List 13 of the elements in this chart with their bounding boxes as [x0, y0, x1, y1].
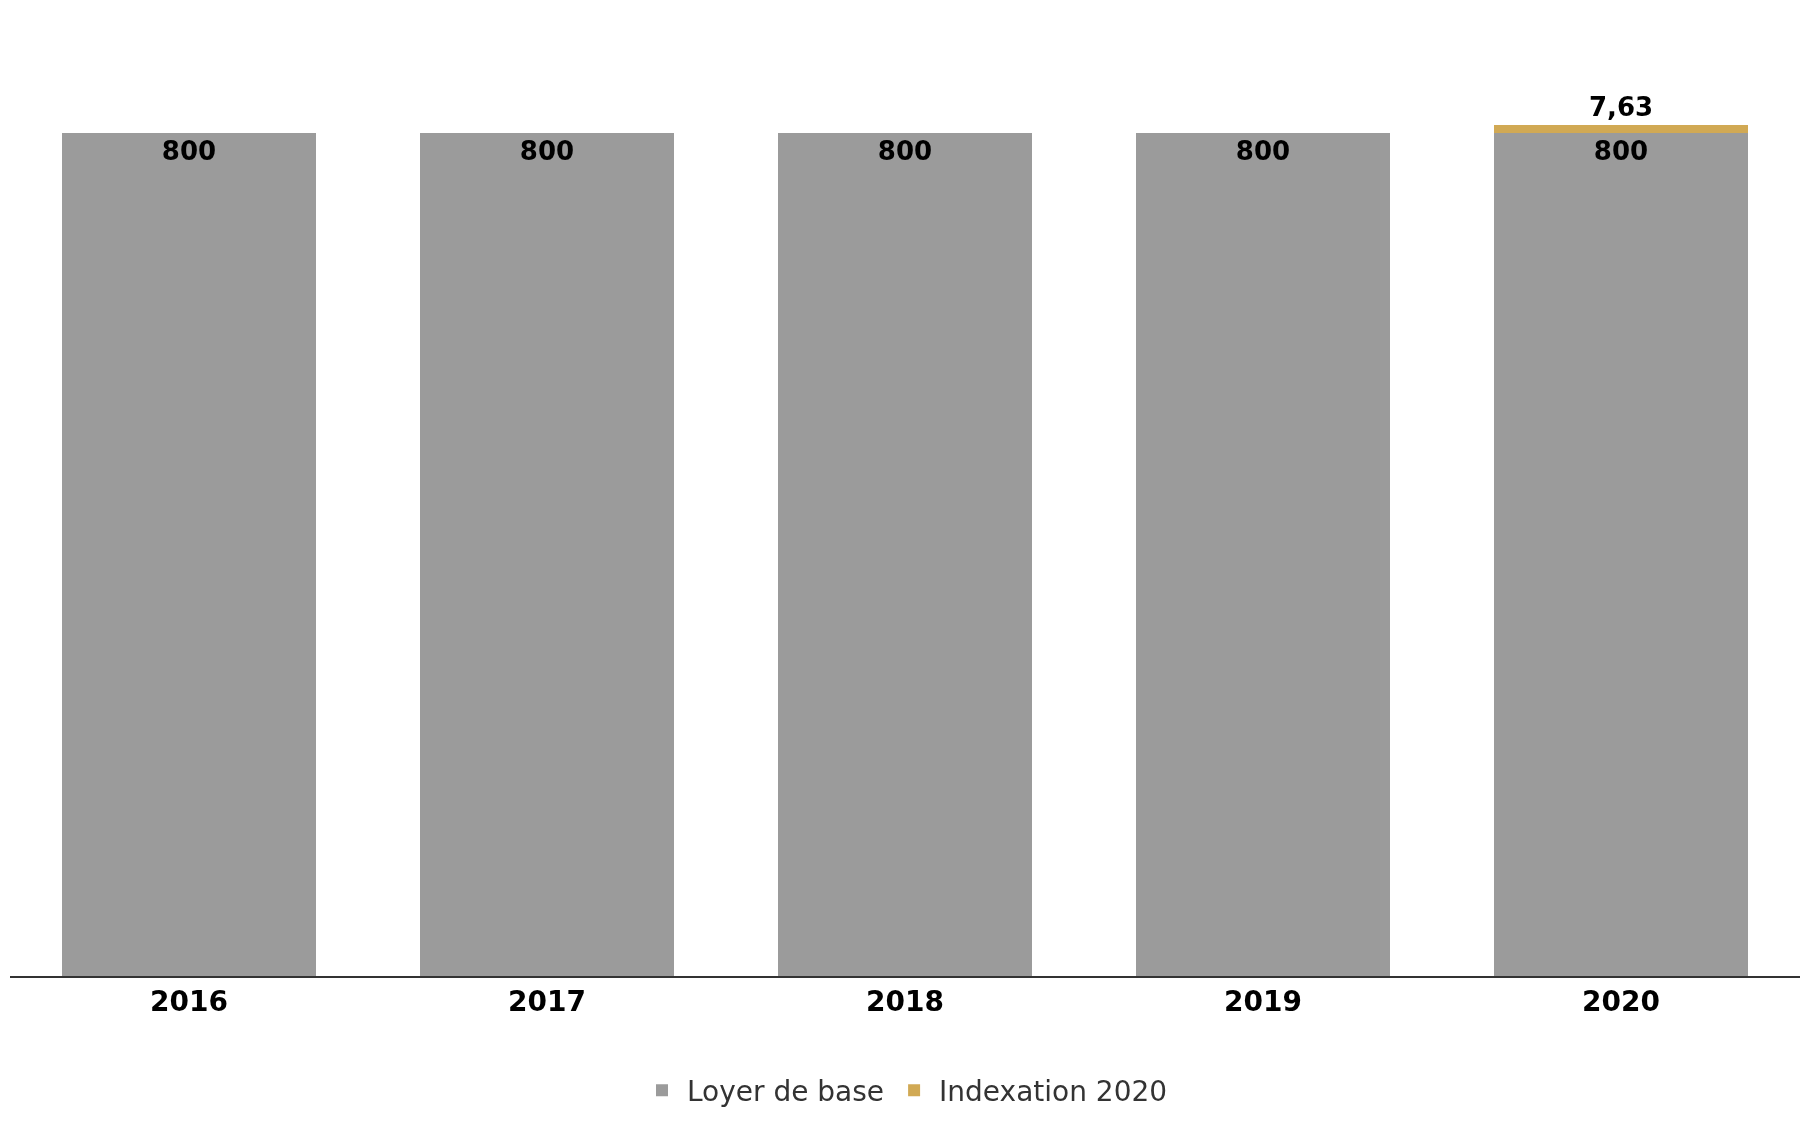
data-label: 800 — [1235, 135, 1291, 166]
data-label: 7,63 — [1588, 91, 1654, 122]
legend-label: Loyer de base — [687, 1075, 885, 1109]
x-tick-label: 2018 — [866, 985, 944, 1019]
data-label: 800 — [1593, 135, 1649, 166]
data-label: 800 — [877, 135, 933, 166]
x-tick-label: 2019 — [1224, 985, 1302, 1019]
x-tick-label: 2017 — [508, 985, 586, 1019]
data-label: 800 — [519, 135, 575, 166]
data-label: 800 — [161, 135, 217, 166]
legend-label: Indexation 2020 — [939, 1075, 1168, 1109]
x-tick-label: 2016 — [150, 985, 228, 1019]
x-tick-label: 2020 — [1582, 985, 1660, 1019]
